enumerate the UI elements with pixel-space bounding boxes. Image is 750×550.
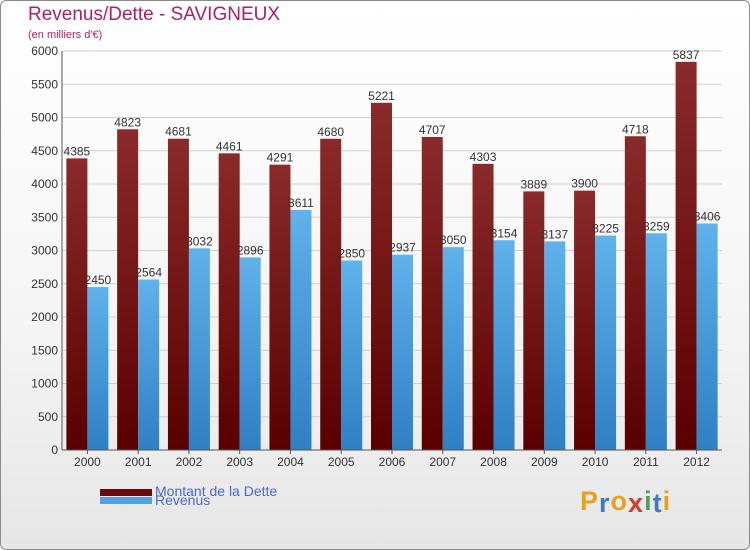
chart-subtitle: (en milliers d'€) <box>28 29 103 41</box>
bar-revenus <box>392 254 413 450</box>
logo-letter: t <box>652 488 663 518</box>
bar-revenus <box>595 235 617 450</box>
y-tick-label: 6000 <box>31 44 58 58</box>
x-tick-label: 2001 <box>125 455 152 469</box>
bar-dette <box>371 102 392 450</box>
bar-dette <box>218 153 240 450</box>
bar-dette <box>66 158 88 450</box>
data-label-revenus: 2564 <box>135 265 162 279</box>
x-tick-label: 2002 <box>176 455 203 469</box>
bar-dette <box>675 61 697 450</box>
bar-revenus <box>442 247 464 450</box>
bar-revenus <box>544 241 566 450</box>
data-label-dette: 4680 <box>317 125 344 139</box>
logo-letter: x <box>628 488 645 518</box>
legend-swatch-debt <box>100 489 152 496</box>
bar-revenus <box>87 287 109 450</box>
data-label-revenus: 3137 <box>541 227 568 241</box>
bar-revenus <box>138 279 160 450</box>
y-tick-label: 1500 <box>31 343 58 357</box>
y-tick-label: 1000 <box>31 377 58 391</box>
bar-dette <box>269 164 291 450</box>
y-tick-label: 3000 <box>31 244 58 258</box>
data-label-dette: 5221 <box>368 89 395 103</box>
bar-dette <box>472 163 494 450</box>
data-label-dette: 4385 <box>64 144 91 158</box>
data-label-revenus: 3259 <box>643 219 670 233</box>
y-tick-label: 500 <box>38 410 58 424</box>
logo-letter: P <box>580 486 600 516</box>
data-label-revenus: 3032 <box>186 234 213 248</box>
data-label-revenus: 3225 <box>592 222 619 236</box>
bar-revenus <box>493 240 515 450</box>
logo-letter: o <box>610 486 629 516</box>
bar-revenus <box>239 257 261 450</box>
data-label-dette: 3889 <box>520 177 547 191</box>
data-label-dette: 4461 <box>216 139 243 153</box>
bar-revenus <box>645 233 667 450</box>
bar-dette <box>624 136 646 451</box>
bar-dette <box>421 136 443 450</box>
logo-letter: i <box>662 486 672 516</box>
bar-dette <box>167 138 189 450</box>
data-label-dette: 4718 <box>622 122 649 136</box>
data-label-revenus: 3611 <box>288 196 314 210</box>
data-label-revenus: 3406 <box>694 210 721 224</box>
y-tick-label: 4500 <box>31 144 58 158</box>
x-tick-label: 2009 <box>531 455 558 469</box>
legend-label-revenus: Revenus <box>155 492 211 508</box>
data-label-revenus: 2896 <box>237 243 264 257</box>
data-label-dette: 4681 <box>165 125 192 139</box>
bar-revenus <box>696 223 718 450</box>
y-tick-label: 5000 <box>31 111 58 125</box>
x-tick-label: 2011 <box>633 455 659 469</box>
data-label-dette: 4707 <box>419 123 446 137</box>
x-tick-label: 2008 <box>480 455 507 469</box>
x-tick-label: 2010 <box>582 455 609 469</box>
data-label-revenus: 2450 <box>85 273 112 287</box>
y-tick-label: 0 <box>51 443 58 457</box>
data-label-revenus: 3154 <box>491 226 518 240</box>
legend-swatch-revenus <box>100 497 152 504</box>
y-tick-label: 2000 <box>31 310 58 324</box>
logo-letter: i <box>644 486 653 516</box>
x-tick-label: 2006 <box>379 455 406 469</box>
bar-revenus <box>188 248 210 450</box>
data-label-revenus: 2937 <box>389 241 416 255</box>
x-tick-label: 2003 <box>226 455 253 469</box>
data-label-revenus: 3050 <box>440 233 467 247</box>
x-tick-label: 2000 <box>74 455 101 469</box>
y-tick-label: 3500 <box>31 210 58 224</box>
x-tick-label: 2007 <box>429 455 456 469</box>
data-label-dette: 3900 <box>571 177 598 191</box>
bar-dette <box>574 190 596 450</box>
x-tick-label: 2004 <box>277 455 304 469</box>
legend-label-debt: Montant de la Dette <box>155 483 278 499</box>
chart-title: Revenus/Dette - SAVIGNEUX <box>28 4 281 25</box>
bar-revenus <box>290 209 312 450</box>
y-tick-label: 4000 <box>31 177 58 191</box>
data-label-dette: 4291 <box>267 151 294 165</box>
y-tick-label: 5500 <box>31 77 58 91</box>
bar-dette <box>523 191 545 450</box>
y-tick-label: 2500 <box>31 277 58 291</box>
data-label-revenus: 2850 <box>338 246 365 260</box>
data-label-dette: 5837 <box>673 48 700 62</box>
bar-dette <box>117 129 139 450</box>
x-tick-label: 2012 <box>683 455 710 469</box>
data-label-dette: 4303 <box>470 150 497 164</box>
x-tick-label: 2005 <box>328 455 355 469</box>
logo-letter: r <box>599 488 611 518</box>
proxiti-logo: Proxiti <box>580 486 672 518</box>
data-label-dette: 4823 <box>114 115 141 129</box>
bar-revenus <box>341 260 363 450</box>
bar-dette <box>320 138 342 450</box>
